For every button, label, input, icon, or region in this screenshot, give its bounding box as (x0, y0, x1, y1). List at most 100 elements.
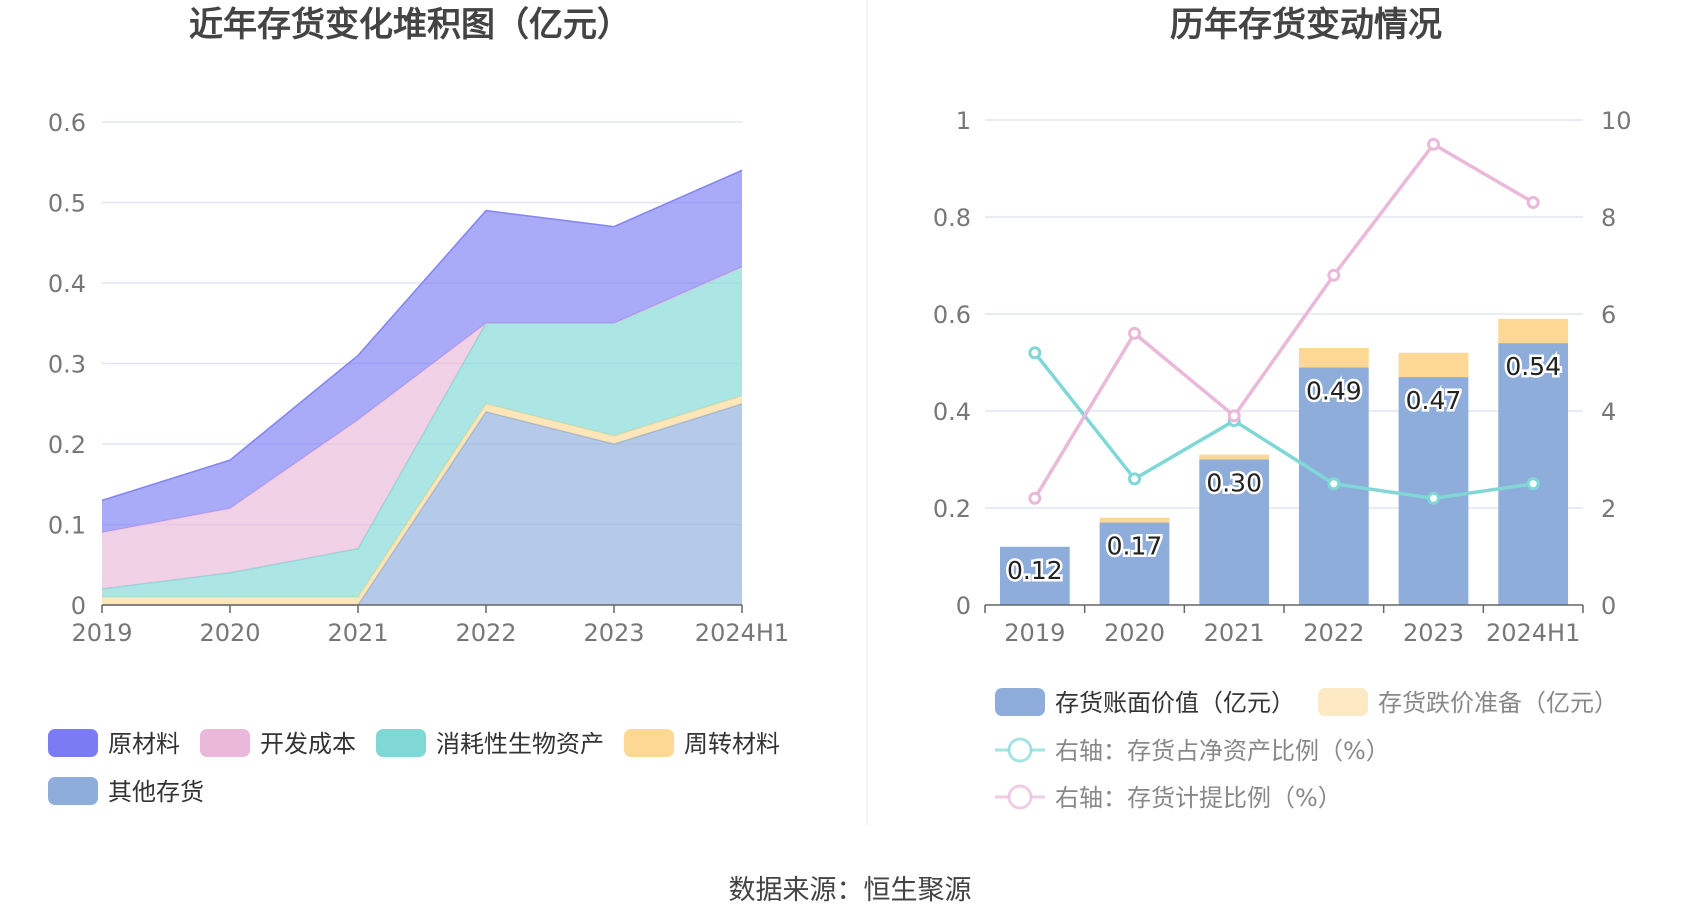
line-point-line_ratio (1526, 477, 1540, 491)
y-tick-label: 0 (71, 592, 86, 620)
bar-value-label: 0.49 (1306, 376, 1362, 405)
line-point-line_provision (1227, 409, 1241, 423)
x-tick-label: 2020 (1104, 619, 1165, 647)
line-point-line_provision (1526, 195, 1540, 209)
area-dev (102, 266, 742, 589)
area-series (101, 169, 743, 606)
bar-reserve (1398, 352, 1469, 378)
y-tick-label-right: 8 (1601, 204, 1616, 232)
y-tick-label-right: 10 (1601, 107, 1632, 135)
y-tick-label-right: 2 (1601, 495, 1616, 523)
y-tick-label-left: 0.6 (933, 301, 971, 329)
legend-label: 其他存货 (108, 778, 204, 806)
bar-series (999, 318, 1569, 605)
bar-book-value (1099, 522, 1170, 605)
data-source-note: 数据来源：恒生聚源 (728, 875, 972, 906)
bar-value-label: 0.12 (1007, 556, 1063, 585)
y-tick-label: 0.3 (48, 351, 86, 379)
legend-swatch (48, 729, 98, 757)
bar-line-combo-chart: 历年存货变动情况 0.12 0.17 0.30 0.49 0.47 0.54 0 0.2 0.… (933, 5, 1632, 812)
legend-marker (1007, 737, 1033, 763)
x-tick-label: 2021 (1204, 619, 1265, 647)
chart-title-right: 历年存货变动情况 (1170, 5, 1442, 45)
x-tick-label: 2024H1 (695, 619, 789, 647)
legend-label: 存货跌价准备（亿元） (1378, 689, 1618, 717)
line-line_ratio (1033, 351, 1534, 501)
x-tick-label: 2023 (1403, 619, 1464, 647)
area-raw (102, 170, 742, 533)
area-other (102, 403, 742, 605)
legend-item-raw[interactable]: 原材料 (48, 729, 180, 758)
line-point-line_ratio (1327, 477, 1341, 491)
legend-item-line_ratio[interactable]: 右轴：存货占净资产比例（%） (995, 737, 1390, 765)
line-point-line_provision (1327, 268, 1341, 282)
bar-book-value (1498, 343, 1569, 605)
y-tick-label-left: 0.2 (933, 495, 971, 523)
legend-swatch (624, 729, 674, 757)
line-series (1028, 137, 1540, 505)
stacked-area-chart: 近年存货变化堆积图（亿元） 0 0.1 0.2 0.3 0.4 0.5 0.6 2019 202… (48, 5, 789, 806)
legend-item-bar_reserve[interactable]: 存货跌价准备（亿元） (1318, 688, 1618, 717)
line-point-line_provision (1028, 491, 1042, 505)
y-tick-label-left: 0.4 (933, 398, 971, 426)
legend-label: 右轴：存货占净资产比例（%） (1055, 737, 1390, 765)
legend-item-line_provision[interactable]: 右轴：存货计提比例（%） (995, 784, 1342, 812)
legend-item-bar_book[interactable]: 存货账面价值（亿元） (995, 688, 1295, 717)
bar-reserve (1099, 517, 1170, 523)
y-tick-label-right: 4 (1601, 398, 1616, 426)
bar-book-value (1199, 459, 1270, 605)
legend[interactable]: 存货账面价值（亿元） 存货跌价准备（亿元） 右轴：存货占净资产比例（%） 右轴：存货计… (995, 688, 1618, 812)
x-tick-label: 2022 (1303, 619, 1364, 647)
y-tick-label: 0.2 (48, 431, 86, 459)
legend-swatch (376, 729, 426, 757)
y-tick-label-left: 0.8 (933, 204, 971, 232)
x-tick-label: 2020 (199, 619, 260, 647)
axes: 0 0.1 0.2 0.3 0.4 0.5 0.6 2019 2020 2021 2022 2023 2… (48, 109, 789, 647)
legend-label: 周转材料 (684, 730, 780, 758)
bar-book-value (999, 546, 1070, 605)
bar-value-label: 0.17 (1107, 532, 1163, 561)
legend-swatch (200, 729, 250, 757)
legend-swatch (995, 688, 1045, 716)
legend-item-dev[interactable]: 开发成本 (200, 729, 356, 758)
y-tick-label-left: 1 (956, 107, 971, 135)
y-tick-label: 0.6 (48, 109, 86, 137)
x-tick-label: 2024H1 (1486, 619, 1580, 647)
legend-label: 存货账面价值（亿元） (1055, 689, 1295, 717)
area-turnover (102, 395, 742, 605)
x-tick-label: 2019 (71, 619, 132, 647)
y-tick-label: 0.5 (48, 190, 86, 218)
y-gridlines (985, 119, 1583, 509)
bar-value-label: 0.54 (1505, 352, 1561, 381)
area-bio (102, 266, 742, 597)
y-tick-label-right: 0 (1601, 592, 1616, 620)
bar-book-value (1398, 377, 1469, 605)
bar-value-label: 0.30 (1206, 469, 1262, 498)
legend-item-turnover[interactable]: 周转材料 (624, 729, 780, 758)
legend-item-bio[interactable]: 消耗性生物资产 (376, 729, 604, 758)
y-tick-label: 0.4 (48, 270, 86, 298)
bar-reserve (1298, 347, 1369, 368)
bar-value-label: 0.47 (1406, 386, 1462, 415)
chart-title-left: 近年存货变化堆积图（亿元） (189, 5, 631, 45)
bar-reserve (1199, 454, 1270, 460)
legend-label: 消耗性生物资产 (436, 730, 604, 758)
y-tick-label-right: 6 (1601, 301, 1616, 329)
x-tick-label: 2021 (327, 619, 388, 647)
line-point-line_ratio (1028, 346, 1042, 360)
legend-swatch (48, 777, 98, 805)
legend-label: 右轴：存货计提比例（%） (1055, 784, 1342, 812)
legend-label: 开发成本 (260, 730, 356, 758)
x-tick-label: 2022 (455, 619, 516, 647)
legend-marker (1007, 784, 1033, 810)
line-point-line_provision (1427, 137, 1440, 151)
y-tick-label: 0.1 (48, 512, 86, 540)
line-line_provision (1033, 142, 1535, 500)
legend-swatch (1318, 688, 1368, 716)
legend-item-other[interactable]: 其他存货 (48, 777, 204, 806)
legend-label: 原材料 (108, 730, 180, 758)
line-point-line_ratio (1427, 491, 1440, 505)
x-tick-label: 2023 (583, 619, 644, 647)
